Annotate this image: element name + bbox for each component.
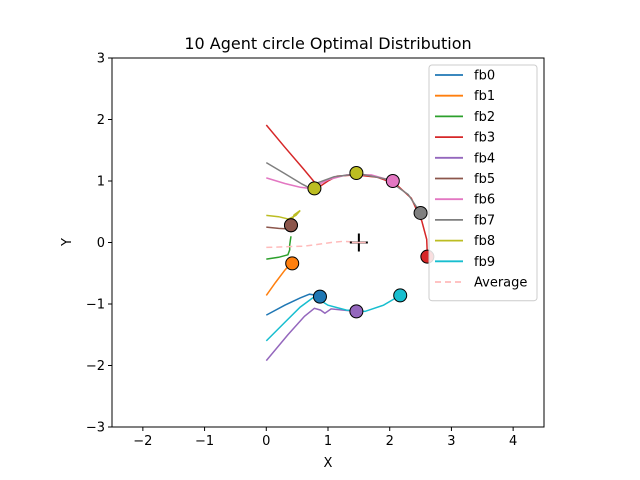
- agent-marker-fb6: [385, 174, 400, 188]
- agent-marker-fb5: [283, 218, 298, 233]
- x-axis-label: X: [324, 456, 333, 471]
- agent-marker-fb7: [413, 205, 428, 220]
- legend-label-fb1: fb1: [474, 89, 495, 104]
- x-tick-label: 2: [386, 434, 394, 449]
- x-tick-label: −1: [195, 434, 214, 449]
- chart-title: 10 Agent circle Optimal Distribution: [184, 34, 471, 53]
- agent-marker-fb4: [349, 304, 364, 319]
- y-tick-label: 1: [97, 175, 105, 190]
- agent-marker-fb1: [285, 256, 300, 271]
- series-line-fb4: [265, 307, 357, 362]
- legend-label-fb8: fb8: [474, 234, 495, 249]
- y-axis-label: Y: [60, 238, 75, 247]
- legend-label-fb7: fb7: [474, 213, 495, 228]
- series-line-fb2: [266, 236, 292, 260]
- agent-marker-fb8: [307, 181, 322, 196]
- x-tick-label: −2: [133, 434, 152, 449]
- x-tick-label: 4: [509, 434, 517, 449]
- legend-label-fb9: fb9: [474, 255, 495, 270]
- legend-label-fb6: fb6: [474, 193, 495, 208]
- legend-box: [428, 64, 538, 302]
- legend-label-fb3: fb3: [474, 131, 495, 146]
- x-tick-label: 3: [447, 434, 455, 449]
- center-target-marker: [349, 233, 368, 252]
- series-line-fb7: [265, 161, 422, 214]
- y-tick-label: −3: [86, 421, 105, 436]
- legend-label-fb4: fb4: [474, 151, 495, 166]
- agent-marker-fb0: [312, 289, 327, 304]
- series-line-fb9: [265, 294, 401, 342]
- series-line-average: [266, 240, 359, 249]
- legend-label-fb2: fb2: [474, 110, 495, 125]
- series-line-fb0: [265, 293, 321, 316]
- x-tick-label: 1: [324, 434, 332, 449]
- legend-label-average: Average: [474, 276, 527, 291]
- y-tick-label: −1: [86, 298, 105, 313]
- y-tick-label: −2: [86, 359, 105, 374]
- y-tick-label: 0: [97, 236, 105, 251]
- agent-marker-fb9: [393, 288, 408, 303]
- plot-area: [265, 124, 435, 362]
- legend-label-fb0: fb0: [474, 69, 495, 84]
- legend: fb0 fb1 fb2 fb3 fb4 fb5 fb6 fb7 fb8 fb9 Average: [428, 64, 538, 302]
- x-tick-label: 0: [262, 434, 270, 449]
- axis-ticks: −2 −1 0 1 2 3 4 −3 −2 −1 0 1 2 3: [86, 52, 517, 450]
- y-tick-label: 3: [97, 52, 105, 67]
- agent-marker-fb8: [349, 166, 364, 181]
- y-tick-label: 2: [97, 113, 105, 128]
- legend-label-fb5: fb5: [474, 172, 495, 187]
